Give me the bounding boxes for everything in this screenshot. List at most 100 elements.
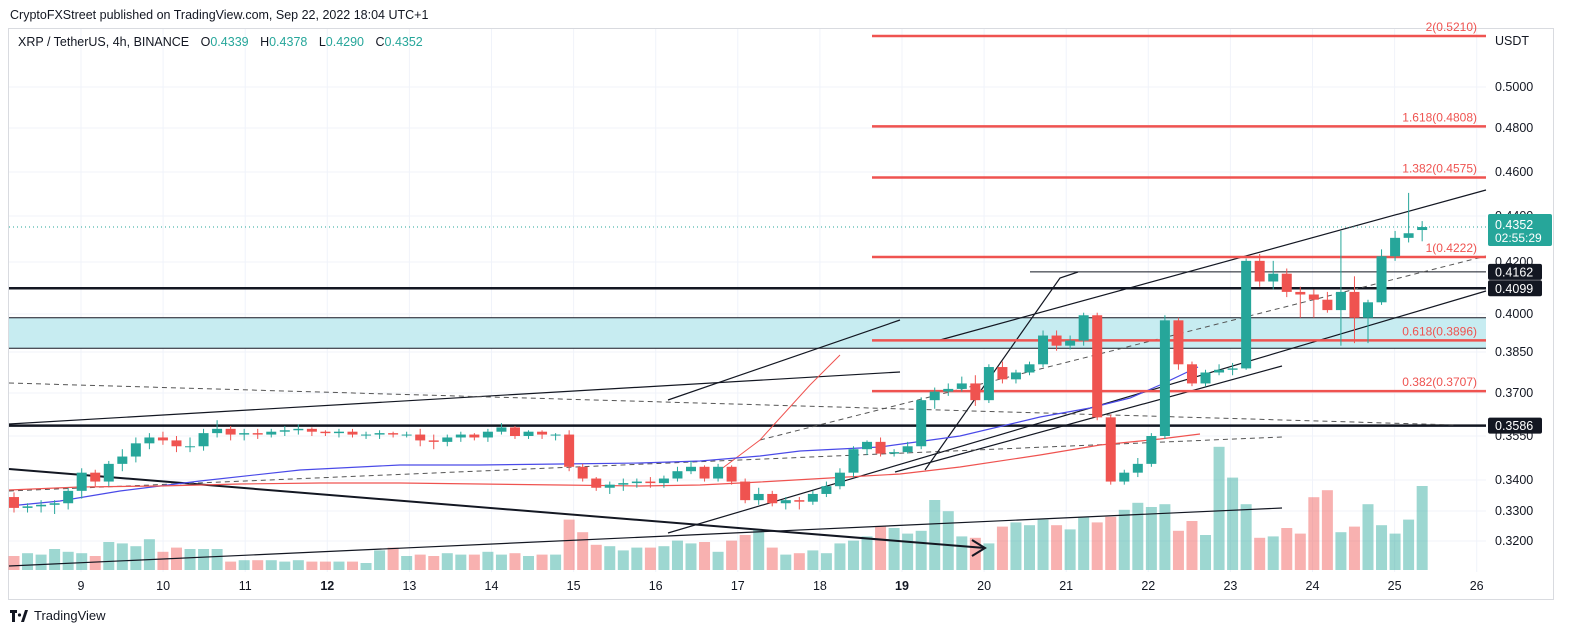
candle-body bbox=[956, 383, 967, 389]
candle-body bbox=[509, 427, 520, 436]
close-label: C bbox=[375, 35, 385, 49]
volume-bar bbox=[333, 561, 345, 570]
volume-bar bbox=[143, 539, 155, 570]
volume-bar bbox=[563, 519, 575, 570]
volume-bar bbox=[441, 553, 453, 570]
candle-body bbox=[875, 441, 886, 454]
volume-bar bbox=[374, 550, 386, 570]
volume-bar bbox=[1091, 522, 1103, 570]
candle-body bbox=[672, 471, 683, 479]
volume-bar bbox=[238, 560, 250, 570]
candle-body bbox=[22, 506, 33, 508]
volume-bar bbox=[1051, 525, 1063, 570]
trendline-rally bbox=[667, 319, 901, 401]
candle-body bbox=[252, 433, 263, 435]
volume-bar bbox=[1416, 486, 1428, 570]
volume-bar bbox=[956, 536, 968, 570]
volume-bar bbox=[360, 563, 372, 570]
volume-bar bbox=[468, 554, 480, 570]
price-tick: 0.5000 bbox=[1495, 80, 1533, 94]
candle-body bbox=[185, 446, 196, 448]
fib-level-label: 1.618(0.4808) bbox=[1402, 110, 1477, 124]
symbol-name: XRP / TetherUS, 4h, BINANCE bbox=[18, 35, 190, 49]
candle-body bbox=[1065, 340, 1076, 346]
candle-body bbox=[1281, 273, 1292, 292]
candle-body bbox=[225, 428, 236, 435]
volume-bar bbox=[157, 551, 169, 570]
candle-body bbox=[1295, 291, 1306, 295]
candle-body bbox=[699, 466, 710, 479]
price-label-tag bbox=[1488, 417, 1542, 434]
volume-bar bbox=[211, 549, 223, 570]
candle-body bbox=[604, 484, 615, 488]
candle-body bbox=[889, 452, 900, 454]
low-label: L bbox=[318, 35, 326, 49]
volume-bar bbox=[726, 540, 738, 570]
volume-bar bbox=[1118, 509, 1130, 570]
fib-level-label: 0.382(0.3707) bbox=[1402, 375, 1477, 389]
candle-body bbox=[564, 434, 575, 467]
volume-bar bbox=[1024, 525, 1035, 570]
volume-bar bbox=[62, 551, 74, 570]
candle-body bbox=[1322, 299, 1333, 311]
candle-body bbox=[1092, 315, 1103, 418]
price-tick: 0.3400 bbox=[1495, 473, 1533, 487]
candle-body bbox=[63, 490, 74, 504]
candle-body bbox=[686, 466, 696, 472]
volume-bar bbox=[8, 556, 20, 570]
candle-body bbox=[1105, 417, 1116, 482]
candle-body bbox=[848, 449, 859, 473]
candle-body bbox=[171, 440, 182, 447]
volume-bar bbox=[807, 550, 819, 570]
volume-bar bbox=[387, 547, 399, 570]
candle-body bbox=[1200, 372, 1211, 384]
volume-bar bbox=[184, 549, 196, 570]
support-zone-band bbox=[9, 317, 1486, 349]
candle-body bbox=[117, 456, 128, 464]
volume-bar bbox=[820, 553, 832, 570]
volume-bar bbox=[1321, 490, 1333, 570]
volume-bar bbox=[875, 526, 887, 570]
volume-bar bbox=[495, 554, 507, 570]
volume-bar bbox=[766, 547, 778, 570]
volume-bar bbox=[915, 530, 927, 570]
time-tick: 19 bbox=[895, 579, 909, 593]
volume-bar bbox=[834, 543, 846, 570]
moving-averages bbox=[8, 366, 1201, 507]
candle-body bbox=[550, 434, 561, 436]
volume-bar bbox=[76, 553, 88, 570]
candle-body bbox=[834, 472, 845, 487]
candle-body bbox=[983, 367, 994, 401]
candle-body bbox=[1010, 372, 1021, 380]
candle-body bbox=[49, 503, 60, 505]
time-tick: 18 bbox=[813, 579, 827, 593]
time-axis: 9 10 11 12 13 14 15 16 17 18 19 20 21 22 23 24 25 26 bbox=[78, 579, 1484, 593]
dashed-trendline-3 bbox=[759, 255, 1487, 441]
candle-body bbox=[157, 437, 168, 441]
currency-label: USDT bbox=[1495, 34, 1529, 48]
volume-bar bbox=[983, 543, 995, 570]
high-value: 0.4378 bbox=[269, 35, 308, 49]
candle-body bbox=[1403, 233, 1414, 238]
candle-body bbox=[916, 400, 927, 447]
open-label: O bbox=[200, 35, 211, 49]
price-tick: 0.4000 bbox=[1495, 307, 1533, 321]
volume-bar bbox=[103, 542, 115, 570]
projection-path bbox=[924, 271, 1079, 471]
volume-bar bbox=[1186, 521, 1198, 570]
volume-bar bbox=[699, 542, 711, 570]
volume-bar bbox=[604, 546, 616, 570]
dashed-trendline-1 bbox=[8, 382, 1457, 426]
candle-body bbox=[767, 493, 778, 504]
candle-body bbox=[807, 493, 818, 502]
volume-bar bbox=[590, 544, 602, 570]
tradingview-brand[interactable]: TradingView bbox=[10, 608, 106, 623]
candle-body bbox=[361, 434, 372, 436]
candle-body bbox=[239, 433, 250, 435]
candle-body bbox=[902, 446, 913, 453]
volume-bar bbox=[279, 561, 291, 570]
volume-bar bbox=[793, 553, 805, 570]
candle-body bbox=[1254, 260, 1265, 282]
candle-body bbox=[1214, 369, 1225, 373]
